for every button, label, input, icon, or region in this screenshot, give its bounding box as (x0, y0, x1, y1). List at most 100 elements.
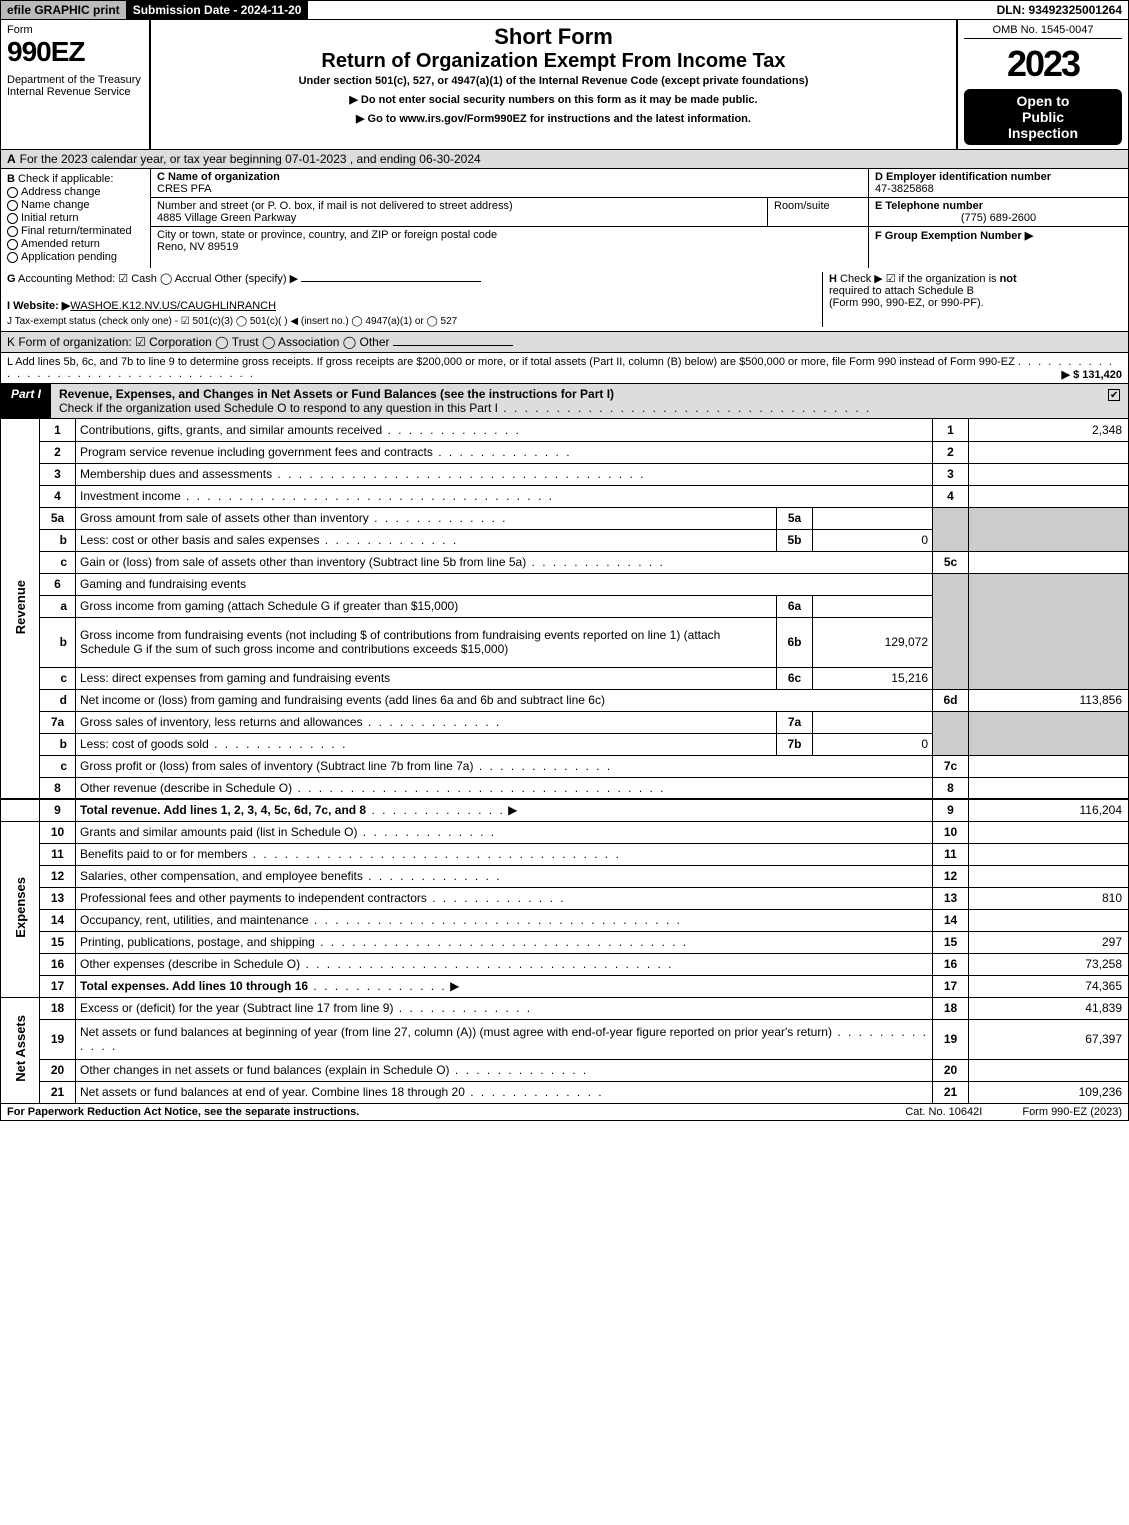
form-word: Form (7, 24, 143, 36)
addr-label: Number and street (or P. O. box, if mail… (157, 200, 761, 212)
header-center: Short Form Return of Organization Exempt… (151, 20, 958, 149)
title-return: Return of Organization Exempt From Incom… (157, 50, 950, 73)
org-street: 4885 Village Green Parkway (157, 212, 761, 224)
k-text: K Form of organization: ☑ Corporation ◯ … (7, 335, 390, 349)
part-1-tab: Part I (1, 384, 51, 418)
form-number: 990EZ (7, 36, 143, 68)
part-1-header: Part I Revenue, Expenses, and Changes in… (0, 384, 1129, 419)
line-4: 4Investment income 4 (1, 485, 1129, 507)
checkbox-icon (7, 200, 18, 211)
part-1-title: Revenue, Expenses, and Changes in Net As… (59, 387, 614, 401)
omb-number: OMB No. 1545-0047 (964, 24, 1122, 39)
checkbox-icon (7, 239, 18, 250)
line-10: Expenses 10Grants and similar amounts pa… (1, 821, 1129, 843)
efile-print-button[interactable]: efile GRAPHIC print (1, 1, 127, 19)
open-line-2: Public (966, 109, 1120, 125)
line-6: 6Gaming and fundraising events (1, 573, 1129, 595)
city-label: City or town, state or province, country… (157, 229, 497, 241)
part-1-sub: Check if the organization used Schedule … (59, 401, 498, 415)
val-1: 2,348 (969, 419, 1129, 441)
j-text: J Tax-exempt status (check only one) - ☑… (7, 316, 816, 327)
c-name-label: C Name of organization (157, 171, 862, 183)
line-5c: cGain or (loss) from sale of assets othe… (1, 551, 1129, 573)
line-18: Net Assets 18Excess or (deficit) for the… (1, 997, 1129, 1019)
line-1: Revenue 1 Contributions, gifts, grants, … (1, 419, 1129, 441)
footer-center: Cat. No. 10642I (865, 1106, 1022, 1118)
d-label: D Employer identification number (875, 171, 1122, 183)
checkbox-icon (7, 226, 18, 237)
line-7a: 7aGross sales of inventory, less returns… (1, 711, 1129, 733)
section-a-text: For the 2023 calendar year, or tax year … (20, 152, 481, 166)
room-suite-label: Room/suite (768, 198, 868, 226)
col-def: D Employer identification number 47-3825… (868, 169, 1128, 268)
section-a: AFor the 2023 calendar year, or tax year… (0, 150, 1129, 169)
col-b: B Check if applicable: Address change Na… (1, 169, 151, 268)
org-city: Reno, NV 89519 (157, 241, 497, 253)
website-link[interactable]: WASHOE.K12.NV.US/CAUGHLINRANCH (70, 300, 276, 312)
line-5a: 5aGross amount from sale of assets other… (1, 507, 1129, 529)
arrow-goto: ▶ Go to www.irs.gov/Form990EZ for instru… (157, 112, 950, 125)
schedule-o-checkbox[interactable] (1108, 389, 1120, 401)
line-15: 15Printing, publications, postage, and s… (1, 931, 1129, 953)
h-line-2: required to attach Schedule B (829, 285, 1122, 297)
chk-application-pending[interactable]: Application pending (7, 251, 144, 263)
lines-table: Revenue 1 Contributions, gifts, grants, … (0, 419, 1129, 1104)
chk-address-change[interactable]: Address change (7, 186, 144, 198)
line-21: 21Net assets or fund balances at end of … (1, 1081, 1129, 1103)
row-k: K Form of organization: ☑ Corporation ◯ … (0, 332, 1129, 353)
footer-left: For Paperwork Reduction Act Notice, see … (7, 1106, 865, 1118)
line-19: 19Net assets or fund balances at beginni… (1, 1019, 1129, 1059)
h-line-1: Check ▶ ☑ if the organization is (840, 273, 1000, 285)
checkbox-icon (7, 213, 18, 224)
submission-date-button[interactable]: Submission Date - 2024-11-20 (127, 1, 309, 19)
open-line-1: Open to (966, 93, 1120, 109)
tax-year: 2023 (964, 43, 1122, 85)
line-9: 9Total revenue. Add lines 1, 2, 3, 4, 5c… (1, 799, 1129, 821)
col-c: C Name of organization CRES PFA Number a… (151, 169, 868, 268)
title-short-form: Short Form (157, 24, 950, 50)
dept-line-1: Department of the Treasury (7, 74, 143, 86)
top-bar: efile GRAPHIC print Submission Date - 20… (0, 0, 1129, 20)
open-line-3: Inspection (966, 125, 1120, 141)
phone-value: (775) 689-2600 (875, 212, 1122, 224)
header-right: OMB No. 1545-0047 2023 Open to Public In… (958, 20, 1128, 149)
vlabel-revenue: Revenue (1, 419, 40, 799)
b-label: Check if applicable: (18, 173, 113, 185)
line-6d: dNet income or (loss) from gaming and fu… (1, 689, 1129, 711)
chk-initial-return[interactable]: Initial return (7, 212, 144, 224)
line-7c: cGross profit or (loss) from sales of in… (1, 755, 1129, 777)
chk-final-return[interactable]: Final return/terminated (7, 225, 144, 237)
checkbox-icon (7, 252, 18, 263)
e-label: E Telephone number (875, 200, 1122, 212)
h-line-3: (Form 990, 990-EZ, or 990-PF). (829, 297, 1122, 309)
l-amount: ▶ $ 131,420 (1062, 368, 1122, 381)
line-11: 11Benefits paid to or for members 11 (1, 843, 1129, 865)
checkbox-icon (7, 187, 18, 198)
chk-amended-return[interactable]: Amended return (7, 238, 144, 250)
line-16: 16Other expenses (describe in Schedule O… (1, 953, 1129, 975)
line-14: 14Occupancy, rent, utilities, and mainte… (1, 909, 1129, 931)
open-to-public-box: Open to Public Inspection (964, 89, 1122, 145)
form-header: Form 990EZ Department of the Treasury In… (0, 20, 1129, 150)
line-2: 2Program service revenue including gover… (1, 441, 1129, 463)
subtitle: Under section 501(c), 527, or 4947(a)(1)… (157, 75, 950, 87)
vlabel-net-assets: Net Assets (1, 997, 40, 1103)
footer: For Paperwork Reduction Act Notice, see … (0, 1104, 1129, 1121)
footer-right: Form 990-EZ (2023) (1022, 1106, 1122, 1118)
line-8: 8Other revenue (describe in Schedule O) … (1, 777, 1129, 799)
line-3: 3Membership dues and assessments 3 (1, 463, 1129, 485)
l-text: L Add lines 5b, 6c, and 7b to line 9 to … (7, 356, 1015, 368)
g-text: Accounting Method: ☑ Cash ◯ Accrual Othe… (18, 273, 298, 285)
block-b-through-f: B Check if applicable: Address change Na… (0, 169, 1129, 268)
line-20: 20Other changes in net assets or fund ba… (1, 1059, 1129, 1081)
chk-name-change[interactable]: Name change (7, 199, 144, 211)
dln-label: DLN: 93492325001264 (991, 1, 1128, 19)
line-17: 17Total expenses. Add lines 10 through 1… (1, 975, 1129, 997)
f-label: F Group Exemption Number ▶ (875, 229, 1122, 242)
org-name: CRES PFA (157, 183, 862, 195)
ein-value: 47-3825868 (875, 183, 1122, 195)
line-12: 12Salaries, other compensation, and empl… (1, 865, 1129, 887)
header-left: Form 990EZ Department of the Treasury In… (1, 20, 151, 149)
row-l: L Add lines 5b, 6c, and 7b to line 9 to … (0, 353, 1129, 384)
dept-line-2: Internal Revenue Service (7, 86, 143, 98)
